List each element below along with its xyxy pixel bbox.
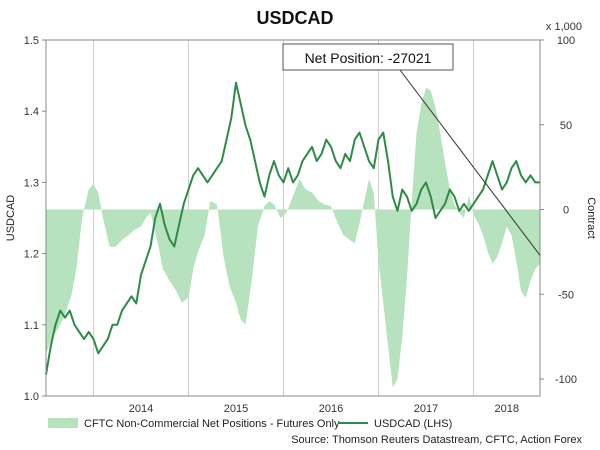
left-tick-label: 1.5 bbox=[24, 35, 39, 47]
source-note: Source: Thomson Reuters Datastream, CFTC… bbox=[291, 434, 582, 446]
net-positions-area-layer bbox=[46, 87, 540, 388]
plot-area bbox=[45, 39, 541, 397]
right-tick-label: 100 bbox=[557, 35, 575, 47]
right-axis: 100 50 0 -50 -100 bbox=[540, 35, 577, 386]
left-tick-label: 1.2 bbox=[24, 249, 39, 261]
annotation-pointer-line bbox=[399, 69, 541, 256]
gridlines bbox=[93, 40, 474, 396]
left-tick-label: 1.4 bbox=[24, 106, 39, 118]
x-tick-label: 2017 bbox=[414, 403, 438, 415]
usdcad-line-layer bbox=[45, 81, 540, 375]
legend-swatch-net-positions bbox=[48, 418, 78, 428]
chart-title: USDCAD bbox=[256, 8, 333, 28]
x-tick-label: 2018 bbox=[495, 403, 519, 415]
x-tick-label: 2014 bbox=[129, 403, 153, 415]
net-position-annotation: Net Position: -27021 bbox=[282, 43, 541, 256]
x-tick-label: 2015 bbox=[224, 403, 248, 415]
legend-label-usdcad: USDCAD (LHS) bbox=[374, 418, 452, 430]
left-axis: 1.0 1.1 1.2 1.3 1.4 1.5 bbox=[24, 35, 46, 403]
left-tick-label: 1.3 bbox=[24, 177, 39, 189]
left-axis-title: USDCAD bbox=[5, 195, 17, 242]
right-axis-multiplier: x 1,000 bbox=[546, 21, 582, 33]
right-tick-label: -100 bbox=[555, 374, 577, 386]
legend-label-net-positions: CFTC Non-Commercial Net Positions - Futu… bbox=[84, 418, 340, 430]
legend: CFTC Non-Commercial Net Positions - Futu… bbox=[48, 418, 452, 430]
net-positions-area bbox=[46, 87, 540, 388]
left-tick-label: 1.1 bbox=[24, 320, 39, 332]
annotation-text: Net Position: -27021 bbox=[305, 50, 432, 66]
right-axis-title: Contract bbox=[585, 197, 597, 239]
right-tick-label: 0 bbox=[563, 205, 569, 217]
x-axis: 2014 2015 2016 2017 2018 bbox=[129, 403, 519, 415]
left-tick-label: 1.0 bbox=[24, 391, 39, 403]
usdcad-line bbox=[45, 81, 540, 375]
annotation-box bbox=[282, 43, 454, 71]
right-tick-label: -50 bbox=[558, 289, 574, 301]
plot-frame bbox=[45, 39, 541, 397]
x-tick-label: 2016 bbox=[319, 403, 343, 415]
right-tick-label: 50 bbox=[560, 120, 572, 132]
